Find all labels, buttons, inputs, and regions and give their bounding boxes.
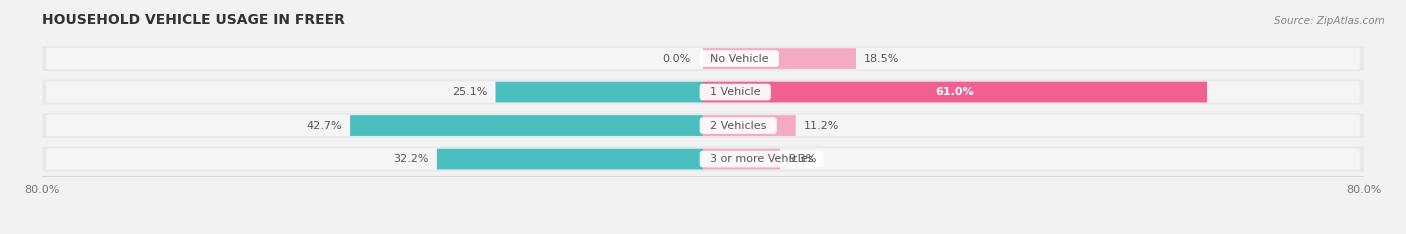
- Text: 3 or more Vehicles: 3 or more Vehicles: [703, 154, 821, 164]
- FancyBboxPatch shape: [703, 48, 856, 69]
- Text: 61.0%: 61.0%: [935, 87, 974, 97]
- FancyBboxPatch shape: [703, 82, 1206, 102]
- Text: 42.7%: 42.7%: [307, 121, 342, 131]
- Text: 9.3%: 9.3%: [789, 154, 817, 164]
- FancyBboxPatch shape: [495, 82, 703, 102]
- FancyBboxPatch shape: [437, 149, 703, 169]
- FancyBboxPatch shape: [46, 115, 1360, 136]
- Text: No Vehicle: No Vehicle: [703, 54, 776, 64]
- FancyBboxPatch shape: [46, 81, 1360, 103]
- Text: HOUSEHOLD VEHICLE USAGE IN FREER: HOUSEHOLD VEHICLE USAGE IN FREER: [42, 13, 344, 27]
- FancyBboxPatch shape: [703, 149, 780, 169]
- FancyBboxPatch shape: [42, 113, 1364, 138]
- Text: 18.5%: 18.5%: [865, 54, 900, 64]
- Text: 11.2%: 11.2%: [804, 121, 839, 131]
- Text: 32.2%: 32.2%: [394, 154, 429, 164]
- FancyBboxPatch shape: [42, 147, 1364, 172]
- FancyBboxPatch shape: [703, 115, 796, 136]
- Text: Source: ZipAtlas.com: Source: ZipAtlas.com: [1274, 16, 1385, 26]
- Text: 0.0%: 0.0%: [662, 54, 690, 64]
- Text: 2 Vehicles: 2 Vehicles: [703, 121, 773, 131]
- FancyBboxPatch shape: [46, 148, 1360, 170]
- FancyBboxPatch shape: [350, 115, 703, 136]
- Text: 25.1%: 25.1%: [453, 87, 488, 97]
- Text: 1 Vehicle: 1 Vehicle: [703, 87, 768, 97]
- FancyBboxPatch shape: [42, 46, 1364, 71]
- FancyBboxPatch shape: [46, 48, 1360, 69]
- FancyBboxPatch shape: [42, 80, 1364, 104]
